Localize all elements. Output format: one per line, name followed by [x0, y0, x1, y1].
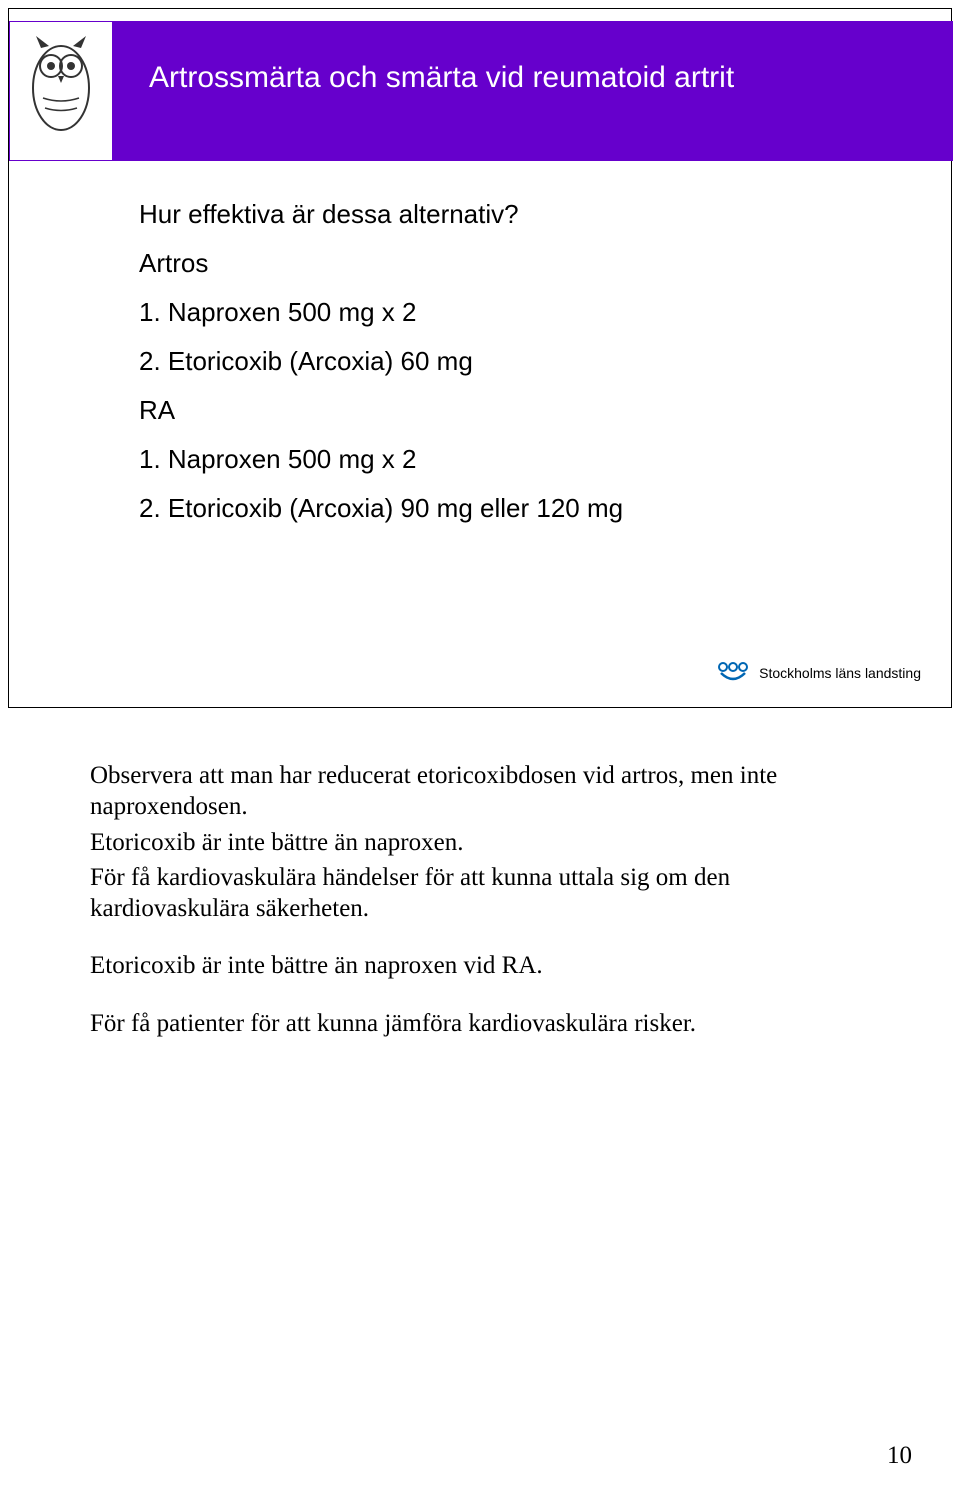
slide-body: Hur effektiva är dessa alternativ? Artro…	[139, 199, 891, 542]
artros-item-1: 1. Naproxen 500 mg x 2	[139, 297, 891, 328]
notes-p5: För få patienter för att kunna jämföra k…	[90, 1008, 870, 1039]
slide-title: Artrossmärta och smärta vid reumatoid ar…	[149, 61, 734, 95]
ra-item-2: 2. Etoricoxib (Arcoxia) 90 mg eller 120 …	[139, 493, 891, 524]
question-text: Hur effektiva är dessa alternativ?	[139, 199, 891, 230]
footer-logo-text: Stockholms läns landsting	[759, 665, 921, 681]
page-number: 10	[887, 1442, 912, 1470]
notes-p3: För få kardiovaskulära händelser för att…	[90, 862, 870, 925]
owl-icon	[21, 28, 101, 148]
artros-item-2: 2. Etoricoxib (Arcoxia) 60 mg	[139, 346, 891, 377]
owl-logo-box	[9, 21, 113, 161]
notes-p4: Etoricoxib är inte bättre än naproxen vi…	[90, 950, 870, 981]
speaker-notes: Observera att man har reducerat etoricox…	[90, 760, 870, 1043]
footer-logo: Stockholms läns landsting	[715, 659, 921, 687]
sll-logo-icon	[715, 659, 751, 687]
notes-p2: Etoricoxib är inte bättre än naproxen.	[90, 827, 870, 858]
notes-p1: Observera att man har reducerat etoricox…	[90, 760, 870, 823]
section-artros: Artros	[139, 248, 891, 279]
ra-item-1: 1. Naproxen 500 mg x 2	[139, 444, 891, 475]
section-ra: RA	[139, 395, 891, 426]
slide-frame: Artrossmärta och smärta vid reumatoid ar…	[8, 8, 952, 708]
